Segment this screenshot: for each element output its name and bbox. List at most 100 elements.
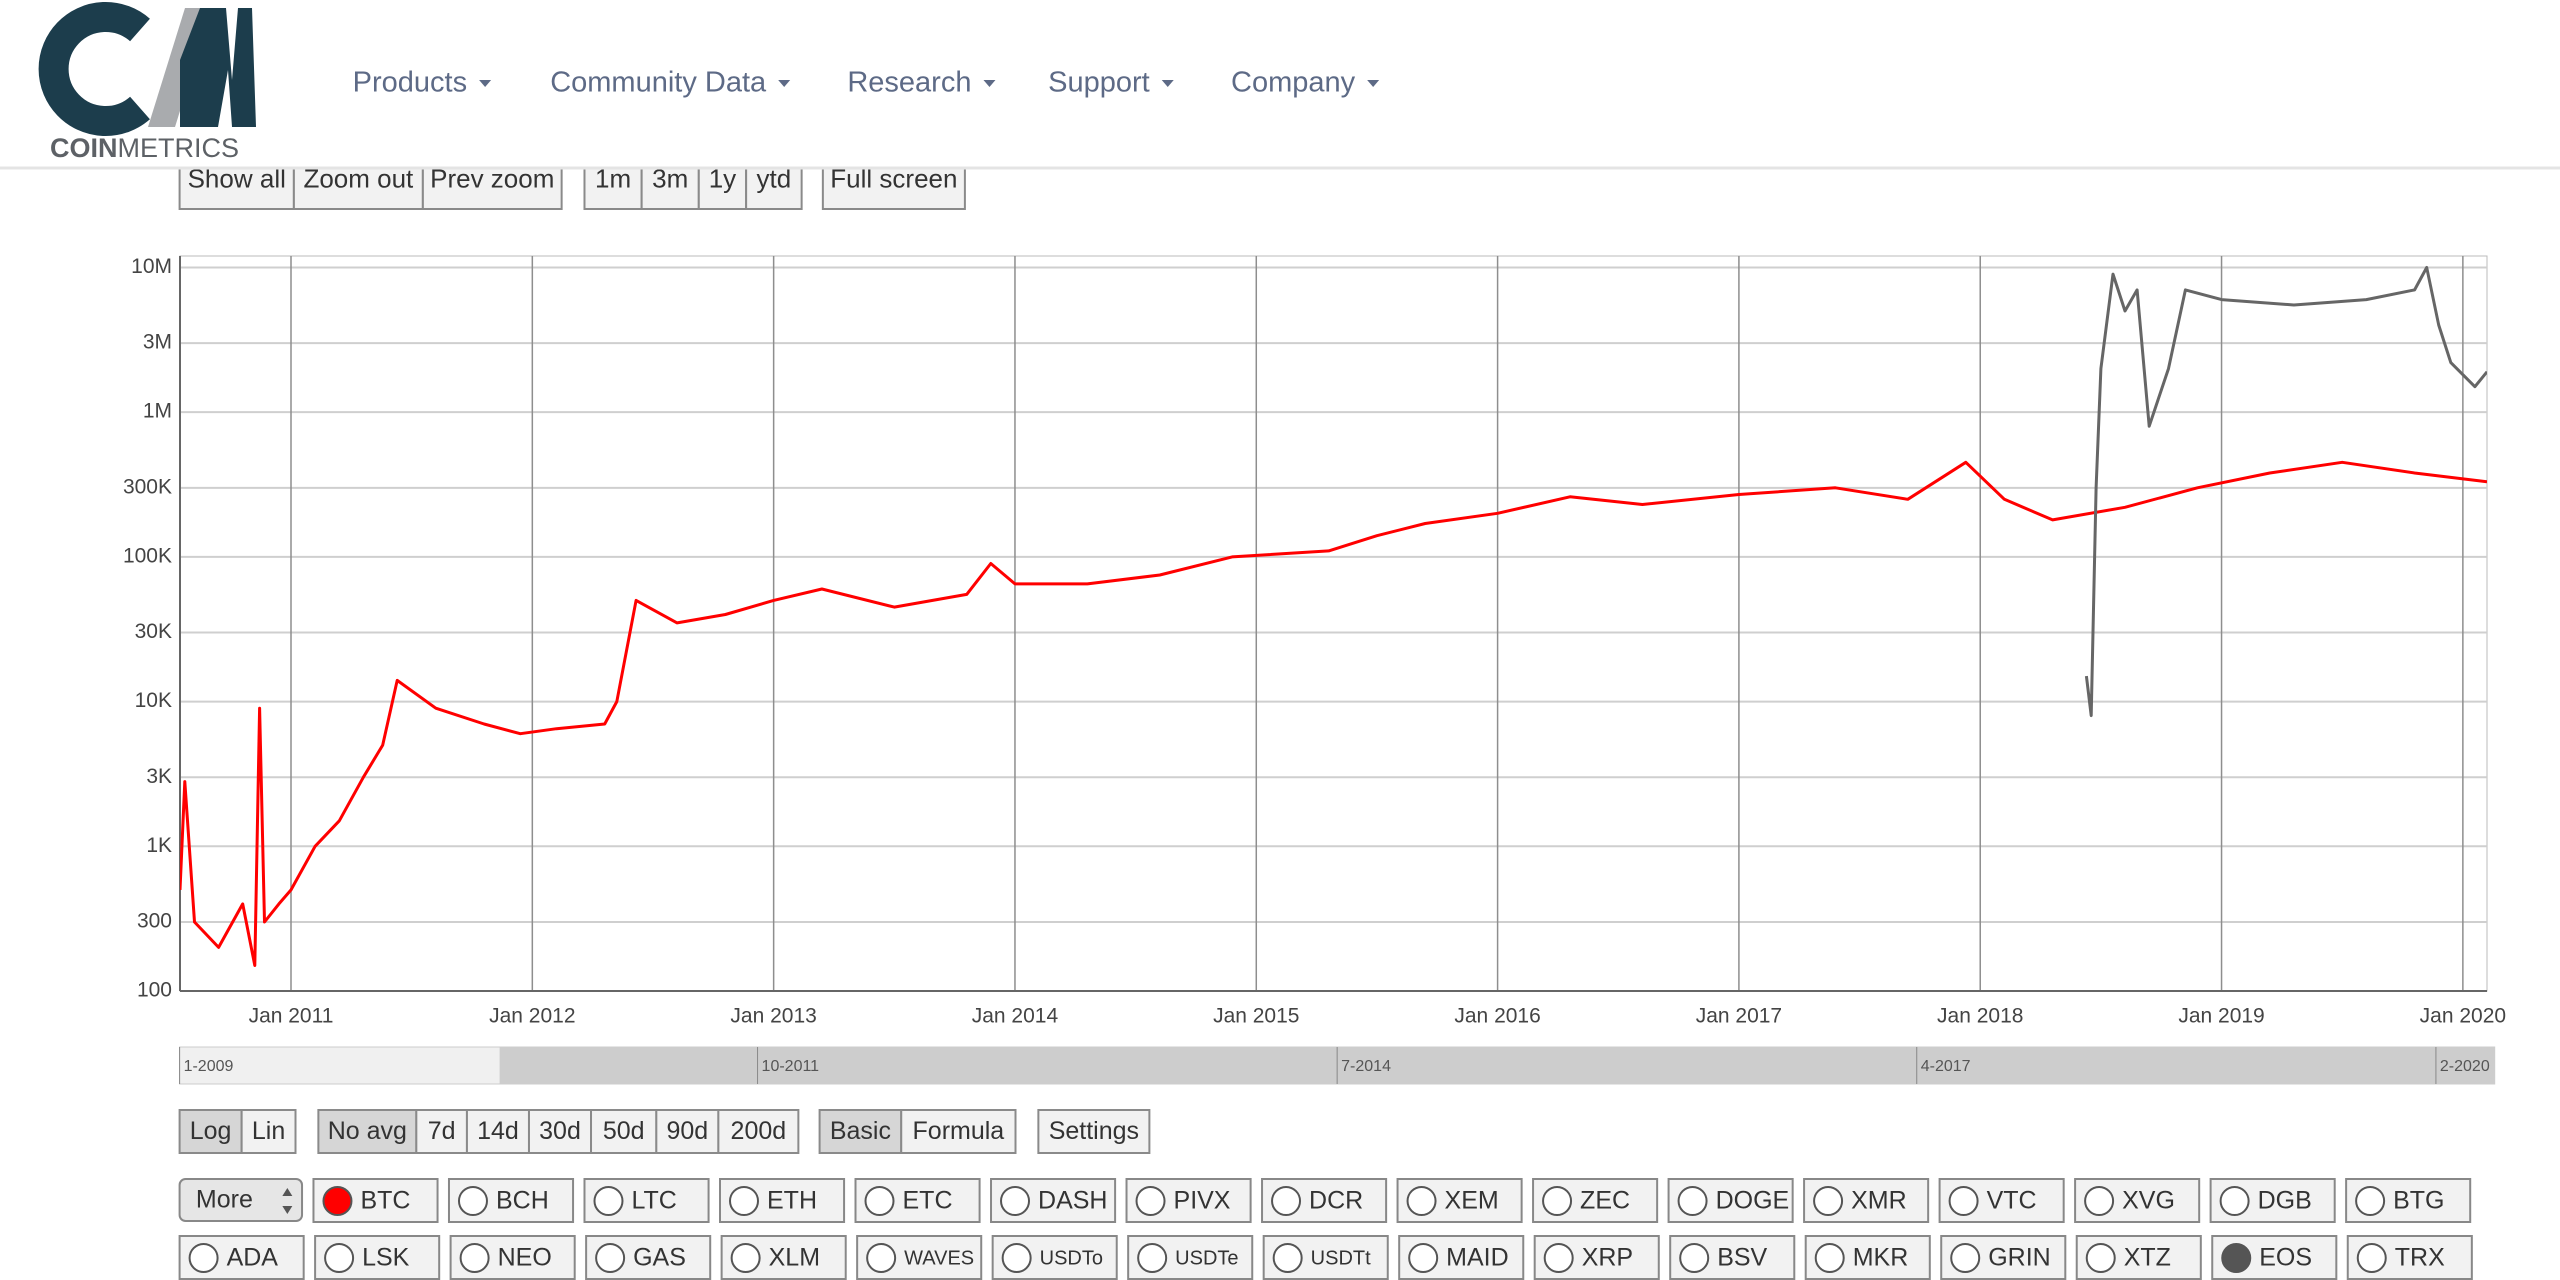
logo-text: COINMETRICS [50,133,239,163]
asset-button[interactable]: MKR [1804,1235,1931,1280]
asset-check [322,1186,353,1216]
asset-button[interactable]: XLM [720,1235,847,1280]
asset-button[interactable]: USDTo [991,1235,1118,1280]
asset-label: ETH [767,1187,817,1215]
asset-check [1000,1186,1031,1216]
navigator-label: 7-2014 [1341,1058,1391,1075]
nav-item[interactable]: Support [1048,67,1174,99]
asset-button[interactable]: EOS [2211,1235,2338,1280]
asset-check [188,1243,219,1273]
navigator-label: 1-2009 [184,1058,234,1075]
asset-button[interactable]: XMR [1803,1178,1930,1223]
y-tick-label: 300 [137,910,172,933]
asset-check [2356,1243,2387,1273]
more-select[interactable]: More [178,1178,304,1222]
button[interactable]: Settings [1037,1109,1151,1154]
asset-check [1814,1243,1845,1273]
plot-area [179,255,2488,992]
asset-button[interactable]: DGB [2209,1178,2336,1223]
asset-label: MKR [1853,1244,1909,1272]
asset-label: WAVES [904,1247,974,1269]
button[interactable]: Lin [240,1109,297,1154]
asset-button[interactable]: USDTt [1262,1235,1389,1280]
button-label: 90d [666,1117,708,1145]
logo[interactable]: COINMETRICS [38,2,256,163]
asset-button[interactable]: ADA [178,1235,305,1280]
more-label: More [196,1186,253,1214]
button-label: 50d [603,1117,645,1145]
asset-button[interactable]: ETH [719,1178,846,1223]
button[interactable]: No avg [317,1109,418,1154]
asset-check [1679,1243,1710,1273]
button[interactable]: 7d [415,1109,468,1154]
asset-button[interactable]: TRX [2346,1235,2473,1280]
asset-button[interactable]: XVG [2074,1178,2201,1223]
button[interactable]: 90d [655,1109,720,1154]
asset-button[interactable]: ETC [854,1178,981,1223]
nav-label: Research [847,67,971,99]
asset-button[interactable]: PIVX [1125,1178,1252,1223]
x-tick-label: Jan 2011 [249,1005,334,1028]
nav-item[interactable]: Community Data [550,67,791,99]
asset-check [730,1243,761,1273]
asset-button[interactable]: XRP [1533,1235,1660,1280]
button[interactable]: 200d [717,1109,800,1154]
asset-check [2219,1186,2250,1216]
button[interactable]: Formula [900,1109,1017,1154]
asset-button[interactable]: DASH [990,1178,1117,1223]
asset-button[interactable]: LTC [583,1178,710,1223]
nav-item[interactable]: Company [1231,67,1380,99]
asset-button[interactable]: NEO [449,1235,576,1280]
asset-label: GRIN [1988,1244,2051,1272]
asset-button[interactable]: BTG [2345,1178,2472,1223]
asset-button[interactable]: WAVES [856,1235,983,1280]
asset-button[interactable]: BSV [1669,1235,1796,1280]
button[interactable]: Basic [818,1109,903,1154]
navigator-label: 4-2017 [1921,1058,1971,1075]
button-bg [240,1109,297,1154]
asset-button[interactable]: VTC [1938,1178,2065,1223]
button[interactable]: 14d [465,1109,530,1154]
asset-button[interactable]: ZEC [1532,1178,1659,1223]
y-tick-label: 30K [135,620,172,643]
asset-label: XLM [769,1244,820,1272]
asset-check [1813,1186,1844,1216]
asset-label: BSV [1717,1244,1767,1272]
asset-label: LSK [362,1244,410,1272]
asset-button[interactable]: XEM [1396,1178,1523,1223]
asset-button[interactable]: BCH [447,1178,575,1223]
button[interactable]: Log [178,1109,243,1154]
y-tick-label: 100 [137,979,172,1002]
button[interactable]: 50d [590,1109,658,1154]
asset-button[interactable]: MAID [1398,1235,1525,1280]
asset-button[interactable]: BTC [312,1178,439,1223]
nav-item[interactable]: Products [353,67,492,99]
asset-check [1542,1186,1573,1216]
button-bg [317,1109,418,1154]
asset-label: EOS [2259,1244,2312,1272]
asset-button[interactable]: DCR [1261,1178,1388,1223]
asset-button[interactable]: GRIN [1940,1235,2067,1280]
asset-check [1272,1243,1303,1273]
button-bg [818,1109,903,1154]
asset-label: BTC [360,1187,410,1215]
y-tick-label: 3M [143,331,172,354]
asset-label: VTC [1987,1187,2037,1215]
nav-caret [983,80,996,87]
navigator[interactable]: 1-2009 10-2011 7-2014 4-2017 2-2020 [179,1046,2496,1085]
asset-check [457,1186,488,1216]
asset-button[interactable]: XTZ [2075,1235,2202,1280]
asset-button[interactable]: GAS [585,1235,712,1280]
nav-item[interactable]: Research [847,67,996,99]
button[interactable]: 30d [527,1109,593,1154]
more-arrows [282,1188,293,1196]
asset-button[interactable]: USDTe [1127,1235,1254,1280]
asset-button[interactable]: DOGE [1667,1178,1794,1223]
nav-caret [1367,80,1380,87]
asset-check [459,1243,490,1273]
asset-label: DASH [1038,1187,1107,1215]
asset-button[interactable]: LSK [314,1235,441,1280]
y-tick-label: 10M [131,255,172,278]
asset-check [1135,1186,1166,1216]
asset-check [1677,1186,1708,1216]
